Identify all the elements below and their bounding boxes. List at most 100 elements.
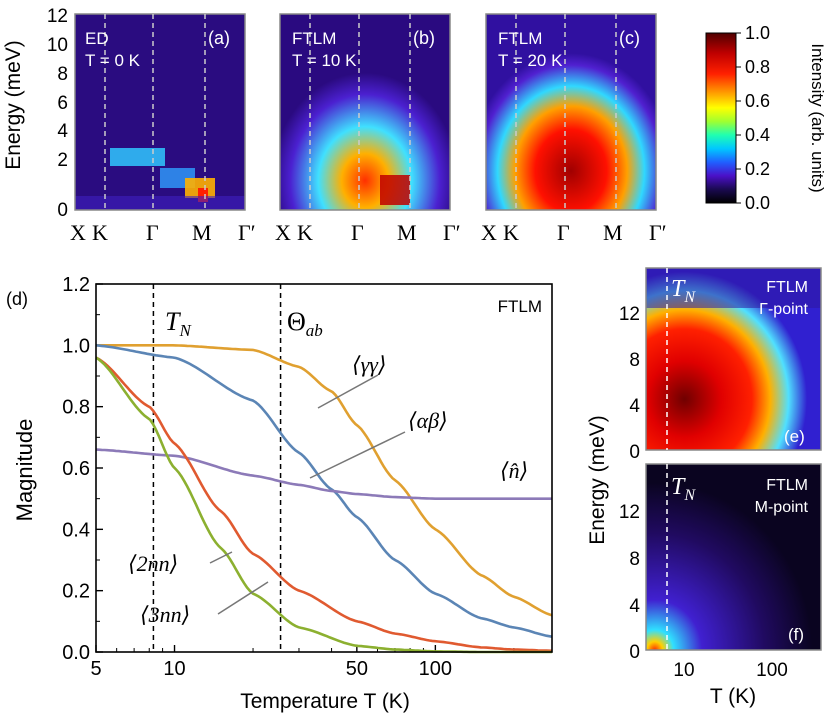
x-tick-label: 10 — [163, 658, 185, 680]
panel-d: (d) Magnitude Temperature T (K) FTLM 0.0… — [6, 274, 553, 713]
y-tick-label: 1.0 — [62, 335, 90, 357]
xtick-G2: Γ′ — [649, 220, 667, 245]
panel-c-bg — [486, 14, 656, 210]
panel-b-hot — [380, 175, 410, 205]
panel-b-frame — [279, 13, 451, 211]
panel-f-ytick: 4 — [629, 596, 640, 617]
panel-a-band — [198, 188, 208, 202]
top-ytick: 0 — [57, 200, 68, 221]
panel-e-point: Γ-point — [759, 301, 808, 318]
panel-f-ytick: 12 — [619, 502, 640, 523]
leader-3nn — [217, 581, 269, 615]
panel-a-floor — [75, 196, 245, 210]
top-ytick: 2 — [57, 150, 68, 171]
series-line-⟨αβ⟩ — [95, 344, 553, 638]
series-label-n: ⟨n̂⟩ — [500, 458, 528, 483]
panel-d-ylabel: Magnitude — [12, 419, 37, 522]
panel-f-id: (f) — [788, 625, 804, 644]
panel-f-point: M-point — [755, 499, 809, 516]
panel-e-ytick: 12 — [619, 304, 640, 325]
xtick-X: X — [70, 220, 86, 245]
panel-d-method: FTLM — [498, 297, 542, 316]
x-tick-label: 50 — [346, 658, 368, 680]
xtick-G2: Γ′ — [238, 220, 256, 245]
y-tick-label: 0.4 — [62, 519, 90, 541]
colorbar-tick-label: 0.0 — [745, 193, 770, 213]
xtick-M: M — [192, 220, 212, 245]
xtick-M: M — [603, 220, 623, 245]
panel-c-frame — [485, 13, 657, 211]
panel-f-xtick: 100 — [756, 660, 788, 681]
series-label-ab: ⟨αβ⟩ — [408, 408, 448, 433]
y-tick-label: 0.8 — [62, 397, 90, 419]
panel-f-ytick: 8 — [629, 549, 640, 570]
panel-e-ytick: 4 — [629, 396, 640, 417]
panel-a-band — [110, 148, 165, 166]
y-tick-label: 0.2 — [62, 581, 90, 603]
top-yticks: 12 10 8 6 4 2 0 — [47, 6, 69, 221]
colorbar-tick-label: 0.2 — [745, 159, 770, 179]
panel-d-axes: 0.0 0.2 0.4 0.6 0.8 1.0 1.2 5 10 50 100 — [62, 274, 515, 680]
xtick-M: M — [397, 220, 417, 245]
colorbar-tick-label: 0.6 — [745, 91, 770, 111]
panel-d-frame — [95, 283, 553, 653]
panel-b-bg — [280, 14, 450, 210]
panel-a-temp: T = 0 K — [85, 51, 141, 70]
series-label-gg: ⟨γγ⟩ — [352, 352, 387, 377]
panel-b-method: FTLM — [292, 29, 336, 48]
panel-c: FTLM T = 20 K (c) — [485, 13, 657, 211]
panel-f-bg — [646, 464, 821, 650]
panel-b: FTLM T = 10 K (b) — [279, 13, 451, 211]
xtick-K: K — [92, 220, 108, 245]
panel-c-method: FTLM — [498, 29, 542, 48]
x-tick-label: 100 — [419, 658, 452, 680]
leader-gg — [317, 374, 379, 409]
series-line-⟨n̂⟩ — [95, 448, 552, 501]
panel-e: TN FTLM Γ-point (e) 12 8 4 0 — [619, 267, 822, 463]
panel-a-method: ED — [85, 29, 109, 48]
series-label-3nn: ⟨3nn⟩ — [140, 602, 190, 627]
y-tick-label: 0.6 — [62, 458, 90, 480]
right-ylabel: Energy (meV) — [586, 415, 609, 545]
x-tick-label: 5 — [90, 658, 101, 680]
panel-f-xtick: 10 — [673, 660, 694, 681]
panel-a-id: (a) — [208, 28, 230, 48]
xtick-G: Γ — [351, 220, 364, 245]
colorbar: 1.0 0.8 0.6 0.4 0.2 0.0 Intensity (arb. units… — [705, 23, 827, 213]
xtick-G: Γ — [557, 220, 570, 245]
panel-e-ytick: 8 — [629, 350, 640, 371]
panel-f: TN FTLM M-point (f) 12 8 4 0 10 100 T (K… — [619, 463, 822, 708]
xtick-G: Γ — [146, 220, 159, 245]
colorbar-tick-label: 0.8 — [745, 57, 770, 77]
top-ylabel: Energy (meV) — [2, 40, 25, 170]
leader-2nn — [209, 551, 233, 564]
series-line-⟨γγ⟩ — [96, 343, 553, 617]
panel-e-top — [646, 268, 821, 308]
panel-a-frame — [74, 13, 246, 211]
colorbar-tick-label: 0.4 — [745, 125, 770, 145]
y-tick-label: 1.2 — [62, 274, 90, 296]
panel-c-id: (c) — [619, 28, 640, 48]
panel-d-xlabel: Temperature T (K) — [240, 690, 410, 713]
panel-f-method: FTLM — [766, 477, 808, 494]
top-ytick: 4 — [57, 121, 68, 142]
xtick-K: K — [503, 220, 519, 245]
top-ytick: 10 — [47, 35, 68, 56]
panel-c-temp: T = 20 K — [498, 51, 563, 70]
panel-e-method: FTLM — [766, 279, 808, 296]
panel-a: ED T = 0 K (a) — [74, 13, 246, 211]
leader-ab — [309, 431, 406, 479]
y-tick-label: 0.0 — [62, 642, 90, 664]
colorbar-label: Intensity (arb. units) — [808, 43, 827, 192]
series-label-2nn: ⟨2nn⟩ — [128, 551, 178, 576]
xtick-K: K — [297, 220, 313, 245]
xtick-X: X — [481, 220, 497, 245]
xtick-X: X — [275, 220, 291, 245]
top-ytick: 8 — [57, 64, 68, 85]
vline-label-Theta: Θab — [287, 307, 323, 340]
panel-b-id: (b) — [413, 28, 435, 48]
panel-f-ytick: 0 — [629, 642, 640, 663]
panel-b-temp: T = 10 K — [292, 51, 357, 70]
panel-e-ytick: 0 — [629, 442, 640, 463]
xtick-G2: Γ′ — [443, 220, 461, 245]
